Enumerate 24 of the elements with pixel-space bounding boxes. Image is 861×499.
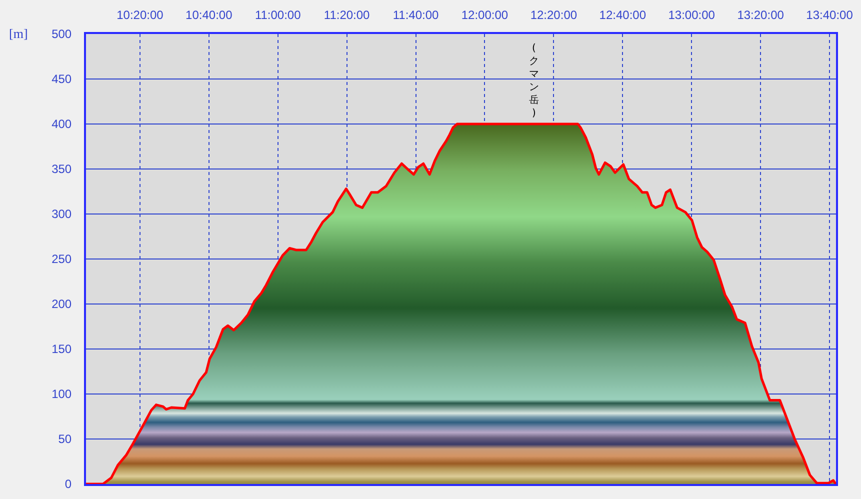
- y-axis-title: [m]: [9, 26, 28, 41]
- x-tick-label: 13:40:00: [806, 8, 854, 22]
- y-tick-label: 100: [52, 387, 72, 402]
- x-tick-label: 12:20:00: [530, 8, 578, 22]
- y-tick-label: 400: [52, 117, 72, 132]
- x-tick-label: 10:20:00: [116, 8, 164, 22]
- y-tick-label: 450: [52, 72, 72, 86]
- y-tick-label: 50: [58, 432, 72, 446]
- y-tick-label: 300: [52, 207, 72, 222]
- annotation: (クマン岳): [529, 43, 539, 119]
- x-tick-label: 11:40:00: [392, 8, 440, 22]
- y-tick-label: 150: [52, 342, 72, 356]
- x-tick-label: 12:00:00: [461, 8, 508, 22]
- x-tick-label: 11:00:00: [254, 8, 302, 22]
- x-tick-label: 13:00:00: [668, 8, 716, 22]
- y-tick-label: 0: [64, 477, 72, 492]
- x-tick-label: 12:40:00: [599, 8, 646, 22]
- x-tick-label: 10:40:00: [186, 8, 233, 22]
- x-tick-label: 13:20:00: [737, 8, 784, 22]
- y-tick-label: 350: [52, 162, 72, 176]
- y-tick-label: 250: [52, 252, 72, 266]
- x-tick-label: 11:20:00: [324, 8, 370, 22]
- y-tick-label: 200: [52, 297, 72, 312]
- y-tick-label: 500: [52, 27, 72, 42]
